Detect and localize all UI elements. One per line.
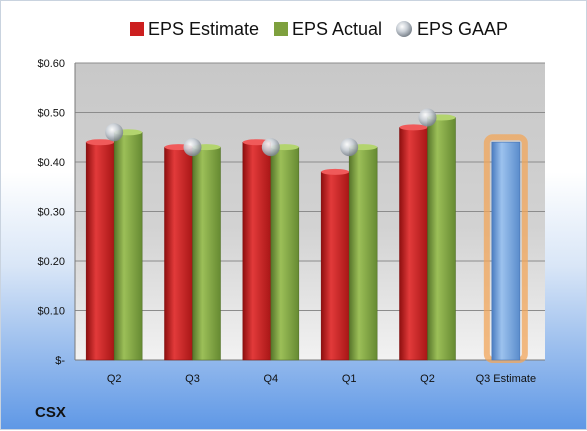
point-eps-gaap — [340, 138, 359, 157]
legend-label-eps-actual: EPS Actual — [292, 19, 382, 39]
point-eps-gaap — [105, 123, 124, 142]
bar-eps-estimate — [320, 171, 350, 361]
bar-eps-estimate — [85, 141, 115, 361]
y-tick-label: $0.20 — [37, 256, 65, 268]
point-eps-gaap — [418, 108, 437, 127]
x-tick-label: Q2 — [420, 373, 435, 385]
x-tick-label: Q3 — [185, 373, 200, 385]
bar-eps-actual — [192, 146, 221, 361]
point-eps-gaap — [183, 138, 202, 157]
y-tick-label: $0.60 — [37, 58, 65, 70]
bar-eps-actual — [113, 132, 143, 361]
bar-forecast-estimate — [491, 141, 521, 361]
y-tick-label: $- — [55, 355, 65, 367]
bar-top-eps-estimate — [321, 168, 350, 175]
point-eps-gaap — [261, 138, 280, 157]
bar-eps-actual — [270, 146, 300, 361]
bar-eps-estimate — [164, 146, 193, 361]
x-axis: Q2 Q3 Q4 Q1 Q2 Q3 Estimate — [107, 373, 536, 385]
y-tick-label: $0.10 — [37, 306, 65, 318]
y-tick-label: $0.40 — [37, 157, 65, 169]
y-tick-label: $0.30 — [37, 207, 65, 219]
y-tick-label: $0.50 — [37, 108, 65, 120]
legend-swatch-eps-gaap — [396, 21, 412, 37]
legend-swatch-eps-estimate — [130, 22, 144, 36]
bars — [85, 108, 528, 363]
bar-top-eps-estimate — [399, 124, 428, 131]
x-tick-label: Q3 Estimate — [476, 373, 537, 385]
bar-top-eps-estimate — [86, 139, 115, 146]
legend: EPS Estimate EPS Actual EPS GAAP — [130, 19, 508, 39]
y-axis: $- $0.10 $0.20 $0.30 $0.40 $0.50 $0.60 — [37, 58, 76, 367]
bar-eps-estimate — [242, 141, 272, 361]
x-tick-label: Q2 — [107, 373, 122, 385]
bar-eps-actual — [427, 117, 456, 361]
company-label: CSX — [35, 404, 66, 421]
x-tick-label: Q1 — [342, 373, 357, 385]
bar-eps-estimate — [399, 127, 428, 361]
legend-swatch-eps-actual — [274, 22, 288, 36]
legend-label-eps-estimate: EPS Estimate — [148, 19, 259, 39]
gridlines — [75, 62, 545, 361]
bar-eps-actual — [348, 146, 378, 361]
x-tick-label: Q4 — [263, 373, 278, 385]
legend-label-eps-gaap: EPS GAAP — [417, 19, 508, 39]
